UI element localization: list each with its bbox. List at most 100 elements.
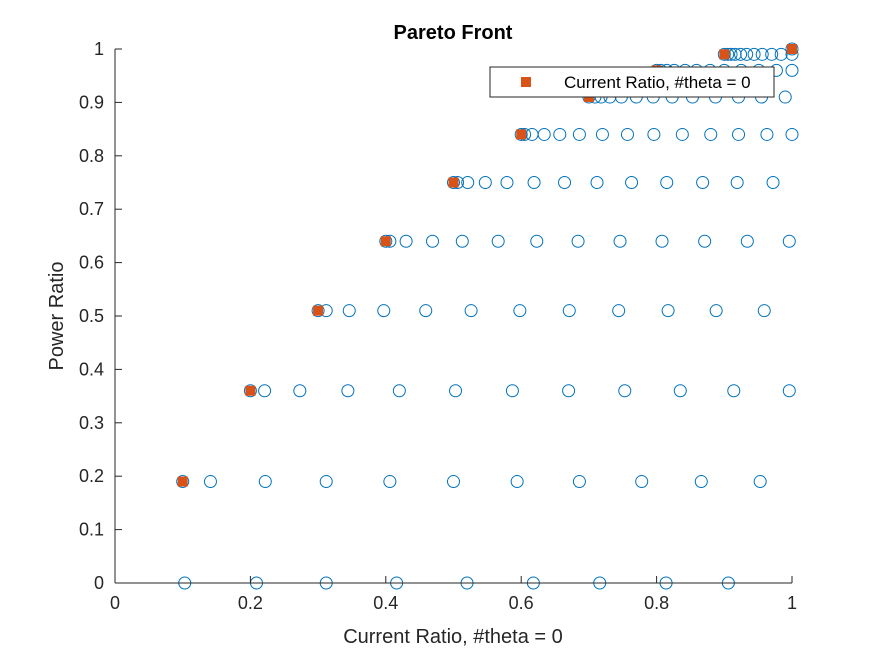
data-point bbox=[753, 475, 767, 489]
data-point bbox=[694, 475, 708, 489]
data-point bbox=[203, 475, 217, 489]
y-tick-label: 0.7 bbox=[79, 199, 104, 219]
highlight-point bbox=[245, 385, 256, 396]
data-point bbox=[342, 304, 356, 318]
y-tick-label: 0.3 bbox=[79, 413, 104, 433]
data-point bbox=[647, 127, 661, 141]
data-point bbox=[500, 176, 514, 189]
legend-label: Current Ratio, #theta = 0 bbox=[564, 73, 751, 92]
data-point bbox=[655, 234, 669, 248]
x-tick-label: 0.8 bbox=[644, 593, 669, 613]
data-point bbox=[258, 384, 272, 398]
data-point bbox=[709, 304, 723, 318]
highlight-point bbox=[719, 49, 730, 60]
data-point bbox=[562, 304, 576, 318]
y-axis-label: Power Ratio bbox=[46, 262, 68, 371]
data-point bbox=[513, 304, 527, 318]
legend-box bbox=[489, 66, 775, 98]
data-point bbox=[635, 475, 649, 489]
data-point bbox=[704, 127, 718, 141]
chart-title: Pareto Front bbox=[394, 22, 513, 44]
data-point bbox=[176, 475, 190, 489]
data-point bbox=[558, 176, 572, 189]
data-point bbox=[491, 234, 505, 248]
y-tick-label: 0 bbox=[94, 573, 104, 593]
data-point bbox=[673, 384, 687, 398]
data-point bbox=[383, 475, 397, 489]
data-point bbox=[717, 47, 731, 61]
data-point bbox=[530, 234, 544, 248]
x-tick-label: 1 bbox=[787, 593, 797, 613]
y-tick-label: 1 bbox=[94, 39, 104, 59]
data-point bbox=[464, 304, 478, 318]
data-point bbox=[782, 234, 796, 248]
data-point bbox=[696, 176, 710, 189]
data-point bbox=[426, 234, 440, 248]
data-point bbox=[447, 475, 460, 489]
data-point bbox=[661, 304, 675, 318]
data-point bbox=[612, 304, 626, 318]
plot-background bbox=[115, 49, 792, 583]
highlight-point bbox=[380, 236, 391, 247]
data-point bbox=[572, 127, 586, 141]
x-tick-label: 0 bbox=[110, 593, 120, 613]
data-point bbox=[419, 304, 433, 318]
data-point bbox=[782, 384, 796, 398]
data-point bbox=[785, 63, 799, 77]
highlight-point bbox=[516, 129, 527, 140]
data-point bbox=[766, 176, 780, 189]
data-point bbox=[785, 127, 799, 141]
data-point bbox=[379, 234, 393, 248]
highlight-point bbox=[313, 305, 324, 316]
y-tick-label: 0.6 bbox=[79, 253, 104, 273]
data-point bbox=[740, 234, 754, 248]
data-point bbox=[537, 127, 551, 141]
x-axis-label: Current Ratio, #theta = 0 bbox=[343, 626, 563, 648]
data-point bbox=[455, 234, 469, 248]
data-point bbox=[590, 176, 604, 189]
data-point bbox=[740, 47, 754, 61]
highlight-point bbox=[787, 44, 797, 54]
data-point bbox=[747, 47, 761, 61]
data-point bbox=[514, 127, 528, 141]
y-tick-label: 0.4 bbox=[79, 359, 104, 379]
data-point bbox=[399, 234, 413, 248]
data-point bbox=[562, 384, 576, 398]
data-point bbox=[447, 176, 460, 189]
data-point bbox=[618, 384, 632, 398]
data-point bbox=[505, 384, 519, 398]
data-point bbox=[774, 47, 788, 61]
data-point bbox=[732, 127, 746, 141]
x-tick-label: 0.4 bbox=[373, 593, 398, 613]
data-point bbox=[660, 176, 674, 189]
data-point bbox=[571, 234, 585, 248]
data-point bbox=[553, 127, 567, 141]
data-point bbox=[730, 176, 744, 189]
data-point bbox=[785, 42, 799, 56]
legend: Current Ratio, #theta = 0 bbox=[489, 66, 775, 98]
data-point bbox=[620, 127, 634, 141]
y-tick-label: 0.8 bbox=[79, 146, 104, 166]
data-point bbox=[478, 176, 492, 189]
data-point bbox=[377, 304, 391, 318]
data-point bbox=[258, 475, 272, 489]
y-tick-label: 0.2 bbox=[79, 466, 104, 486]
data-point bbox=[510, 475, 524, 489]
data-point bbox=[755, 47, 769, 61]
data-point bbox=[392, 384, 406, 398]
data-point bbox=[778, 90, 792, 104]
axes: 0 0.2 0.4 0.6 0.8 1 0 0.1 0.2 0.3 0.4 0.5 0.6 0.7 0.8 0… bbox=[79, 39, 797, 613]
data-point bbox=[734, 47, 748, 61]
data-point bbox=[311, 304, 325, 318]
data-point bbox=[625, 176, 639, 189]
data-point bbox=[319, 475, 333, 489]
data-point bbox=[595, 127, 609, 141]
data-point bbox=[449, 384, 463, 398]
data-point bbox=[765, 47, 779, 61]
data-point bbox=[698, 234, 712, 248]
y-tick-label: 0.5 bbox=[79, 306, 104, 326]
highlight-point bbox=[177, 476, 188, 487]
data-point bbox=[757, 304, 771, 318]
